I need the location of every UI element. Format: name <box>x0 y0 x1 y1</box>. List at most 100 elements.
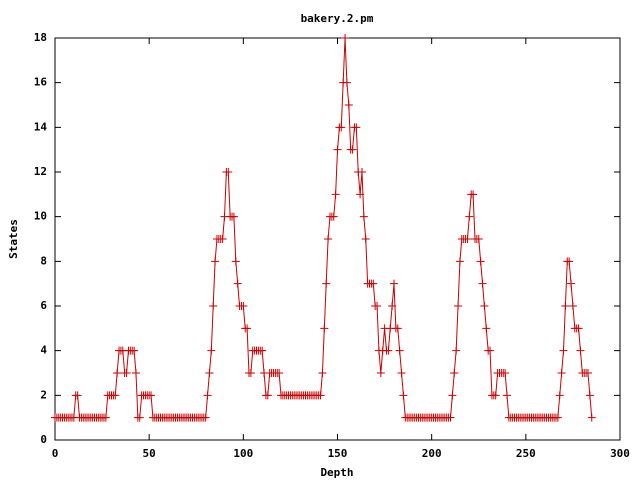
data-point <box>147 391 156 400</box>
y-tick-label: 18 <box>34 31 47 44</box>
data-point <box>388 302 397 310</box>
data-point <box>130 346 139 355</box>
y-tick-label: 14 <box>34 120 48 133</box>
y-tick-label: 0 <box>40 433 47 446</box>
data-point <box>333 145 342 154</box>
data-point <box>384 346 393 355</box>
data-point <box>122 369 131 377</box>
data-point <box>476 257 485 266</box>
data-point <box>316 391 325 400</box>
x-tick-label: 50 <box>143 447 156 460</box>
data-point <box>469 190 478 199</box>
data-point <box>369 279 378 288</box>
data-point <box>331 190 340 199</box>
data-point <box>329 212 338 221</box>
data-point <box>574 324 583 333</box>
data-point <box>587 413 596 422</box>
data-point <box>135 413 144 422</box>
data-point <box>337 123 346 132</box>
data-point <box>113 369 122 377</box>
data-point <box>482 324 491 333</box>
data-point <box>111 391 120 400</box>
data-point <box>344 101 353 109</box>
data-point <box>486 346 495 355</box>
data-point <box>373 302 382 310</box>
data-point <box>231 257 240 266</box>
data-point <box>474 235 483 243</box>
data-point <box>356 190 365 199</box>
data-point <box>568 302 577 310</box>
data-point <box>565 257 574 266</box>
data-point <box>361 235 370 243</box>
data-point <box>559 346 568 355</box>
x-tick-label: 250 <box>516 447 536 460</box>
y-tick-label: 8 <box>40 254 47 267</box>
data-point <box>239 302 248 310</box>
plot-border <box>54 37 621 441</box>
data-point <box>448 391 457 400</box>
data-point <box>478 279 487 288</box>
x-axis-label: Depth <box>320 466 353 479</box>
data-point <box>463 235 472 243</box>
data-point <box>576 346 585 355</box>
data-point <box>480 302 489 310</box>
data-point <box>341 34 350 42</box>
y-tick-label: 4 <box>40 344 47 357</box>
data-point <box>452 346 461 355</box>
data-point <box>501 369 510 377</box>
data-point <box>454 302 463 310</box>
y-tick-label: 10 <box>34 210 47 223</box>
data-point <box>553 413 562 422</box>
data-point <box>73 391 82 400</box>
y-tick-label: 2 <box>40 388 47 401</box>
x-tick-label: 150 <box>328 447 348 460</box>
data-point <box>131 369 140 377</box>
data-point <box>455 257 464 266</box>
data-point <box>567 279 576 288</box>
data-point <box>585 391 594 400</box>
data-point <box>561 302 570 310</box>
chart-title: bakery.2.pm <box>301 12 374 25</box>
data-point <box>101 413 110 422</box>
y-tick-label: 12 <box>34 165 47 178</box>
data-point <box>205 369 214 377</box>
data-point <box>555 391 564 400</box>
data-point <box>318 369 327 377</box>
data-point <box>359 212 368 221</box>
data-point <box>324 235 333 243</box>
data-point <box>390 279 398 288</box>
x-tick-label: 100 <box>233 447 253 460</box>
data-point <box>583 369 592 377</box>
x-tick-label: 0 <box>52 447 59 460</box>
data-point <box>395 346 404 355</box>
data-point <box>207 346 216 355</box>
data-point <box>357 168 366 176</box>
data-point <box>203 391 212 400</box>
data-point <box>342 78 351 87</box>
data-point <box>263 391 272 400</box>
data-point <box>246 369 255 377</box>
data-line <box>55 37 593 419</box>
y-axis-label: States <box>7 219 20 259</box>
data-point <box>450 369 459 377</box>
data-point <box>557 369 566 377</box>
data-point <box>201 413 210 422</box>
data-point <box>399 391 408 400</box>
data-point <box>322 279 331 288</box>
data-point <box>258 346 267 355</box>
data-point <box>352 123 361 132</box>
data-point <box>491 391 500 400</box>
data-point <box>320 324 329 333</box>
data-point <box>229 212 238 221</box>
x-tick-label: 300 <box>610 447 630 460</box>
data-point <box>397 369 406 377</box>
y-tick-label: 6 <box>40 299 47 312</box>
data-point <box>209 302 218 310</box>
data-point <box>503 391 511 400</box>
data-point <box>211 257 220 266</box>
x-tick-label: 200 <box>422 447 442 460</box>
data-point <box>275 369 284 377</box>
data-point <box>446 413 455 422</box>
data-point <box>243 324 252 333</box>
